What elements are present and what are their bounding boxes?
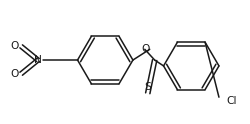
Text: Cl: Cl bbox=[227, 96, 237, 106]
Text: N: N bbox=[34, 55, 42, 65]
Text: O: O bbox=[11, 69, 19, 79]
Text: S: S bbox=[144, 82, 151, 92]
Text: O: O bbox=[142, 44, 150, 54]
Text: O: O bbox=[11, 41, 19, 51]
